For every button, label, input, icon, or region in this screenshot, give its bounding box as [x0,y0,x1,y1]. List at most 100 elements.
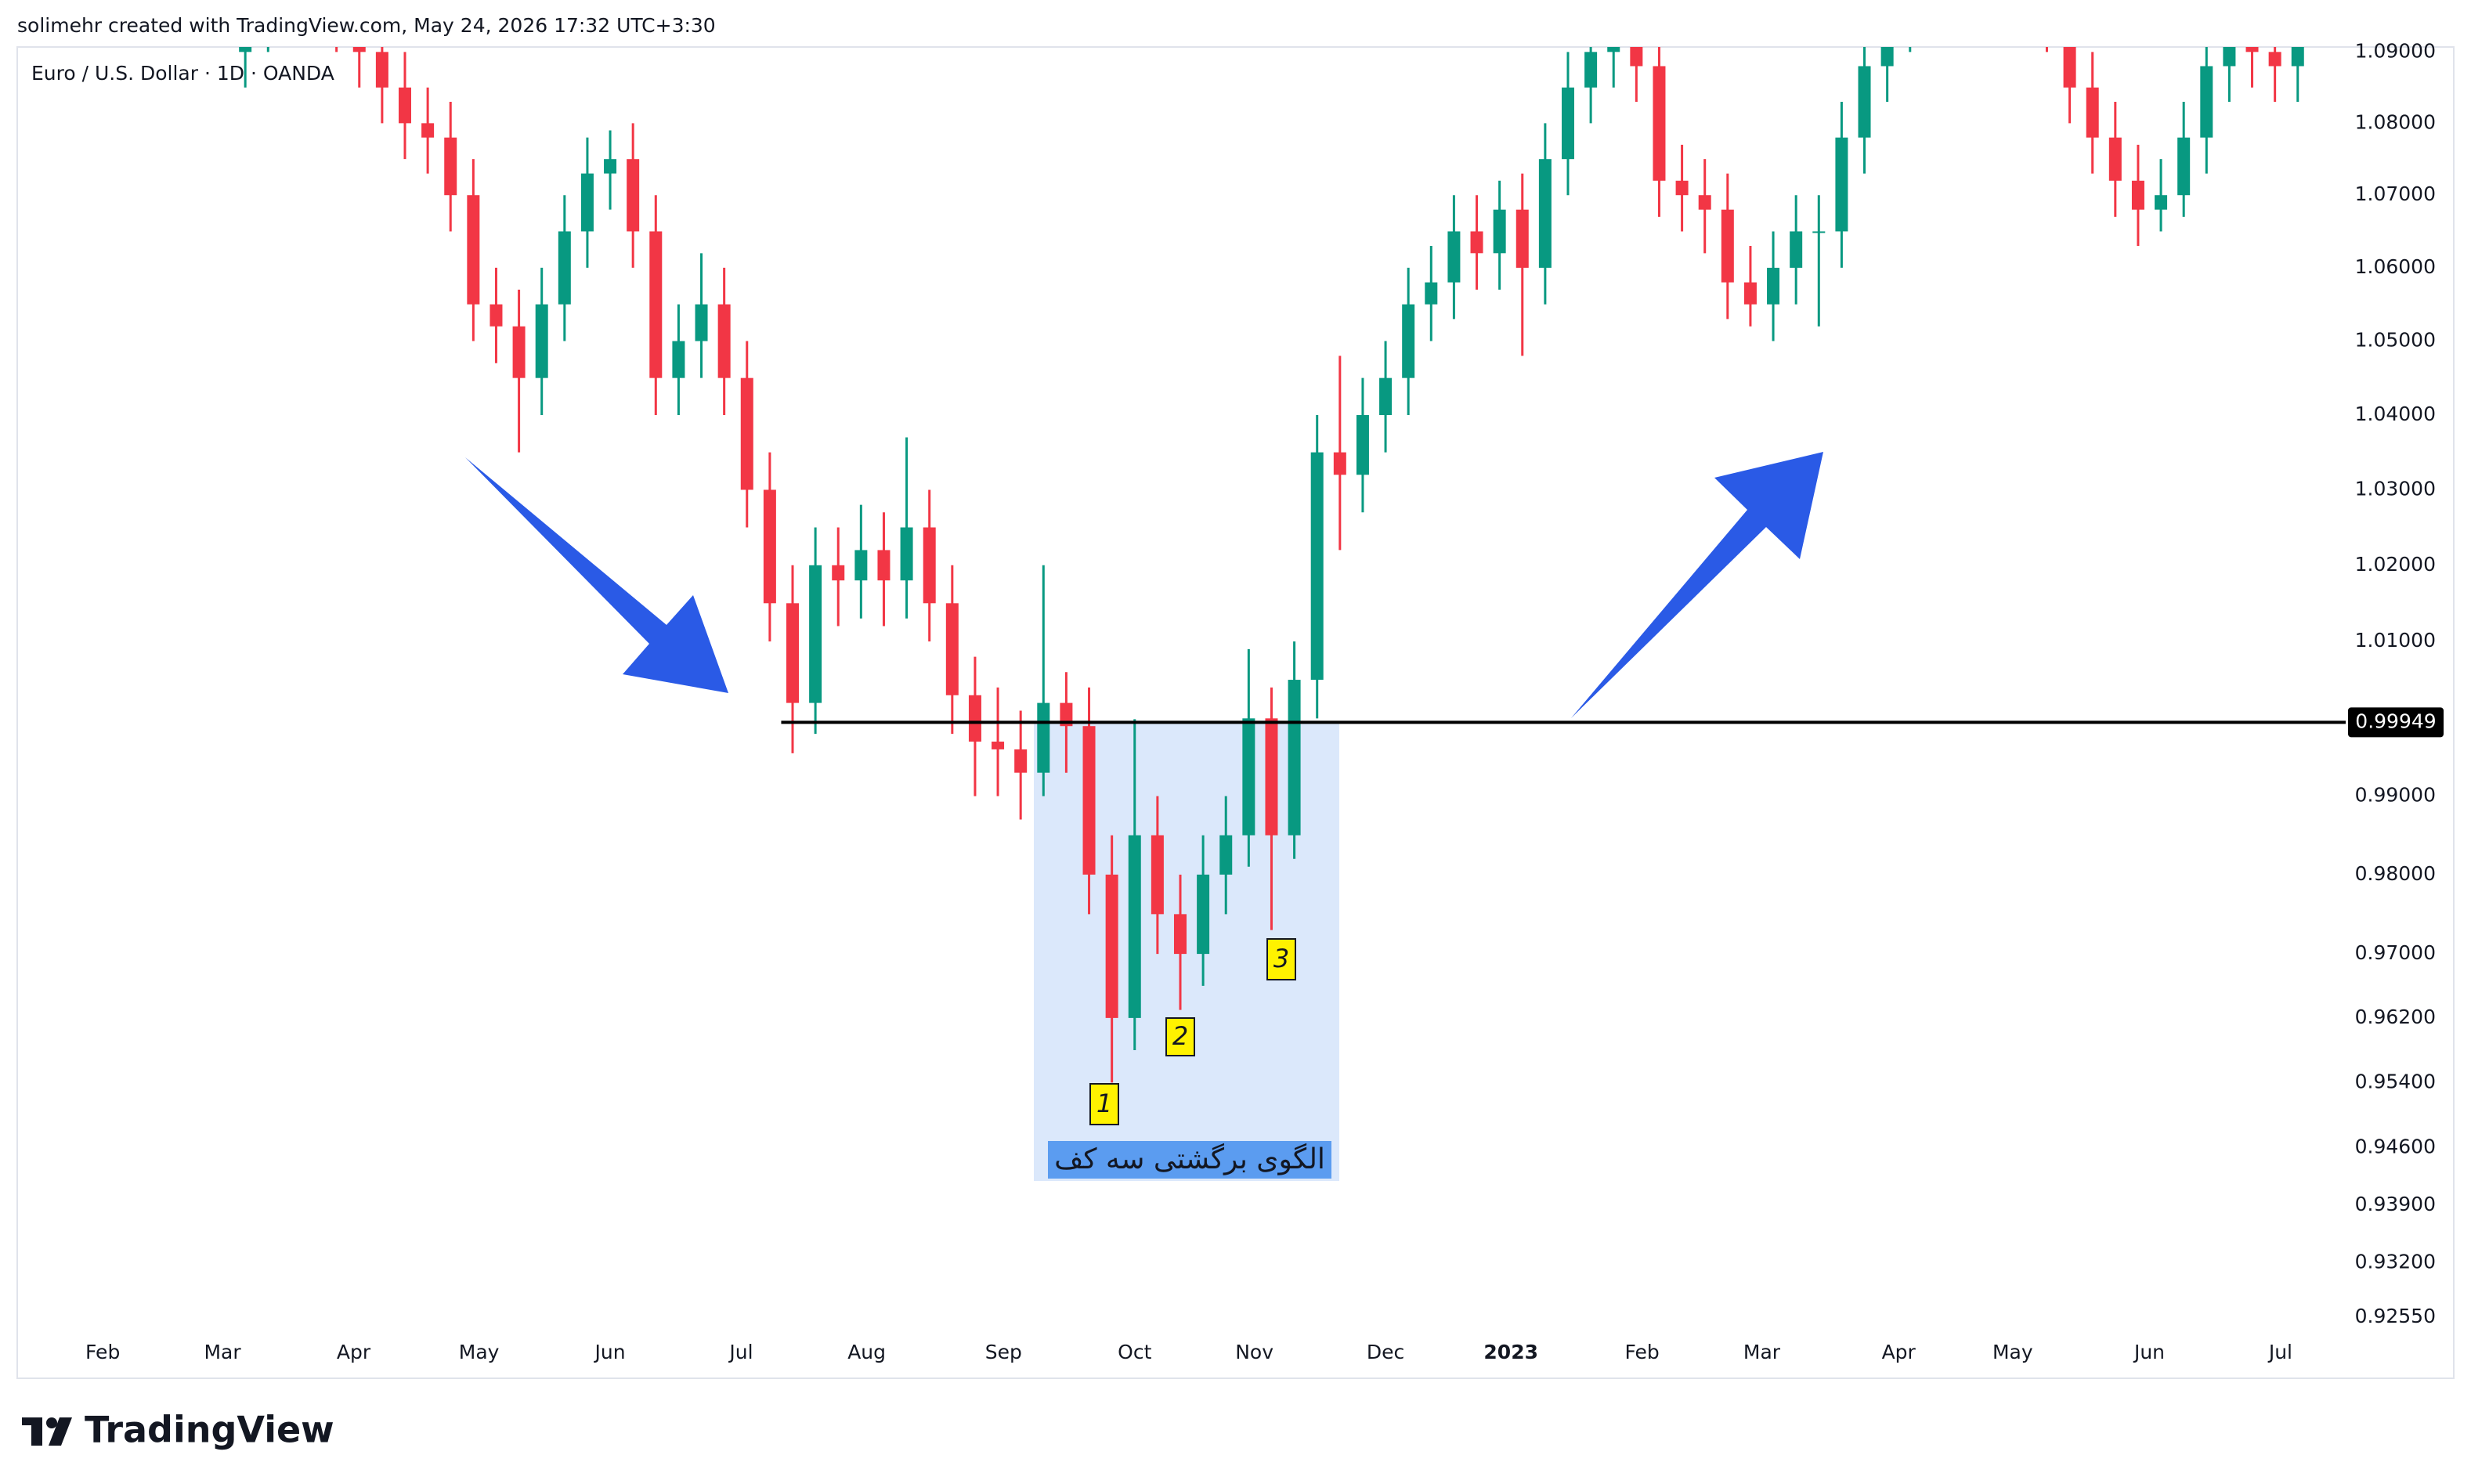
candle-body [900,527,913,581]
brand-logo [22,1417,72,1446]
y-tick-label: 0.97000 [2355,941,2436,964]
y-tick-label: 1.09000 [2355,39,2436,62]
candle-body [717,304,731,378]
candle-body [1128,835,1141,1018]
candle-body [968,695,981,742]
x-tick-label: Dec [1367,1341,1404,1363]
arrow-up [1571,452,1823,718]
candle-body [1402,304,1415,378]
candle-body [1743,282,1757,305]
candle-body [2268,52,2281,67]
candle-body [444,137,457,196]
candle-body [1288,680,1301,836]
candle-body [1242,718,1255,836]
candle-body [923,527,936,604]
chart-frame [16,46,2455,1379]
candle-body [854,550,868,581]
candle-body [809,565,822,703]
candle-body [1333,452,1346,475]
candle-body [1675,180,1689,196]
x-tick-label: Sep [985,1341,1022,1363]
bottom-box [1089,1083,1119,1125]
candle-body [763,489,776,604]
x-tick-label: Jun [2133,1341,2165,1363]
candle-body [832,565,845,581]
y-tick-label: 0.99000 [2355,784,2436,807]
x-tick-label: Feb [85,1341,120,1363]
candle-body [2063,47,2076,88]
candle-body [1767,267,1780,305]
candle-body [2086,87,2099,138]
candle-body [2177,137,2191,196]
candle-body [512,326,526,378]
x-tick-label: Feb [1624,1341,1659,1363]
candle-body [1356,415,1369,475]
arrow-down [465,457,728,693]
candle-body [1105,874,1118,1018]
y-tick-label: 0.93900 [2355,1193,2436,1215]
candle-body [2200,66,2213,138]
candle-body [1037,702,1050,773]
candle-body [1379,377,1393,416]
y-tick-label: 0.94600 [2355,1136,2436,1158]
bottom-box [1165,1017,1195,1056]
candle-body [1082,726,1096,875]
candle-body [1653,66,1666,181]
candle-body [604,159,617,174]
bottom-box [1266,938,1296,980]
x-tick-label: May [1992,1341,2033,1363]
candles [239,47,2304,1083]
bottom-label: 1 [1096,1089,1112,1118]
candle-body [2291,47,2304,67]
x-tick-label: May [459,1341,500,1363]
bottom-label: 2 [1172,1021,1188,1051]
candle-body [786,603,799,703]
candle-body [580,173,594,232]
pattern-label-box [1048,1141,1331,1179]
x-tick-label: Oct [1118,1341,1151,1363]
candle-body [1265,718,1278,836]
candle-body [535,304,548,378]
candle-body [1607,47,1620,52]
candle-body [1698,195,1711,210]
candle-body [352,47,366,52]
candle-body [1538,159,1552,268]
x-tick-label: Mar [204,1341,241,1363]
candle-body [945,603,959,695]
candle-body [1835,137,1848,232]
candle-body [399,87,411,124]
candle-body [1470,231,1483,254]
candle-body [1812,231,1826,233]
y-tick-label: 1.03000 [2355,477,2436,500]
x-tick-label: Mar [1743,1341,1781,1363]
candle-body [1151,835,1164,915]
candle-body [1219,835,1233,875]
y-tick-label: 0.92550 [2355,1305,2436,1327]
pattern-label: الگوی برگشتی سه کف [1054,1143,1325,1175]
overlay: 0.92550 0.93200 0.93900 0.94600 0.95400 0.962… [85,39,2444,1363]
candle-body [2245,47,2259,52]
x-tick-label: Jul [728,1341,753,1363]
x-tick-label: Nov [1235,1341,1273,1363]
candle-body [1174,914,1187,955]
y-tick-label: 1.02000 [2355,553,2436,576]
chart-title: Euro / U.S. Dollar · 1D · OANDA [31,62,334,85]
candle-body [1197,874,1210,955]
y-tick-label: 0.96200 [2355,1006,2436,1028]
y-tick-label: 1.07000 [2355,182,2436,205]
x-tick-label: Aug [847,1341,886,1363]
price-label-box [2348,707,2444,738]
x-tick-label: 2023 [1483,1341,1538,1363]
x-tick-label: Jun [594,1341,626,1363]
candle-body [1060,702,1073,727]
brand: TradingView [85,1409,334,1451]
candle-body [1425,282,1438,305]
candle-body [649,231,663,378]
candle-body [627,159,640,232]
candle-body [672,341,685,378]
y-tick-label: 0.98000 [2355,862,2436,885]
candle-body [1630,47,1643,67]
candle-body [1310,452,1324,681]
candle-body [1790,231,1803,268]
